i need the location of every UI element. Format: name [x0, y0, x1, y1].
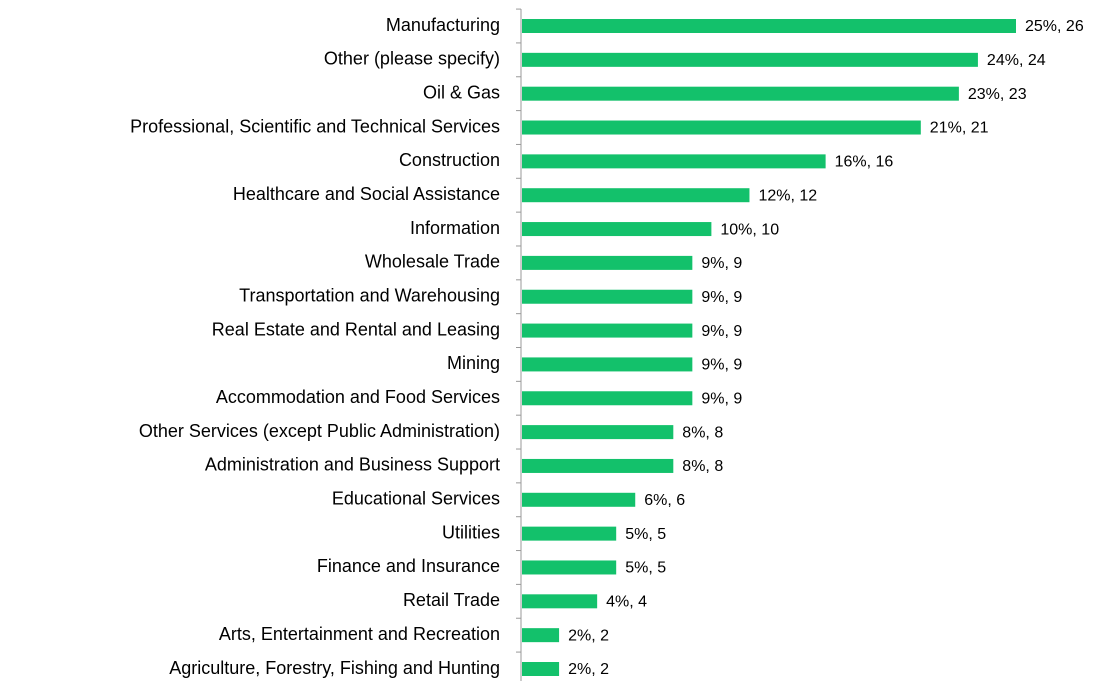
value-label: 12%, 12 [758, 187, 817, 204]
category-label: Healthcare and Social Assistance [233, 184, 500, 204]
value-label: 9%, 9 [701, 255, 742, 272]
bar [522, 594, 598, 609]
bar [522, 425, 674, 440]
bar [522, 86, 959, 101]
value-label: 24%, 24 [987, 52, 1046, 69]
value-label: 21%, 21 [930, 120, 989, 137]
bar [522, 222, 712, 237]
value-label: 9%, 9 [701, 323, 742, 340]
category-label: Information [410, 218, 500, 238]
category-label: Finance and Insurance [317, 556, 500, 576]
category-label: Retail Trade [403, 590, 500, 610]
bar [522, 357, 693, 372]
bar [522, 154, 826, 169]
value-label: 9%, 9 [701, 289, 742, 306]
value-label: 25%, 26 [1025, 18, 1084, 35]
bar [522, 628, 560, 643]
category-label: Professional, Scientific and Technical S… [130, 116, 500, 136]
value-label: 8%, 8 [682, 458, 723, 475]
bar [522, 120, 921, 135]
value-label: 2%, 2 [568, 627, 609, 644]
bar [522, 188, 750, 203]
bar [522, 526, 617, 541]
category-label: Construction [399, 150, 500, 170]
bar [522, 560, 617, 575]
category-label: Manufacturing [386, 15, 500, 35]
value-label: 9%, 9 [701, 390, 742, 407]
bar [522, 255, 693, 270]
category-label: Utilities [442, 522, 500, 542]
value-label: 5%, 5 [625, 526, 666, 543]
category-label: Mining [447, 353, 500, 373]
category-label: Educational Services [332, 489, 500, 509]
category-label: Oil & Gas [423, 82, 500, 102]
value-label: 5%, 5 [625, 560, 666, 577]
category-label: Transportation and Warehousing [239, 285, 500, 305]
value-label: 6%, 6 [644, 492, 685, 509]
category-label: Arts, Entertainment and Recreation [219, 624, 500, 644]
bar [522, 458, 674, 473]
value-label: 2%, 2 [568, 661, 609, 678]
bar [522, 323, 693, 338]
bar [522, 289, 693, 304]
category-label: Administration and Business Support [205, 455, 500, 475]
category-label: Wholesale Trade [365, 252, 500, 272]
value-label: 8%, 8 [682, 424, 723, 441]
value-label: 23%, 23 [968, 86, 1027, 103]
bar [522, 52, 978, 67]
category-label: Accommodation and Food Services [216, 387, 500, 407]
value-label: 9%, 9 [701, 357, 742, 374]
value-label: 10%, 10 [720, 221, 779, 238]
category-label: Other (please specify) [324, 49, 500, 69]
category-label: Agriculture, Forestry, Fishing and Hunti… [169, 658, 500, 678]
category-label: Other Services (except Public Administra… [139, 421, 500, 441]
bar [522, 19, 1016, 33]
bar [522, 391, 693, 406]
bar [522, 662, 560, 676]
category-label: Real Estate and Rental and Leasing [212, 319, 500, 339]
value-label: 16%, 16 [835, 154, 894, 171]
value-label: 4%, 4 [606, 594, 647, 611]
bar [522, 492, 636, 507]
